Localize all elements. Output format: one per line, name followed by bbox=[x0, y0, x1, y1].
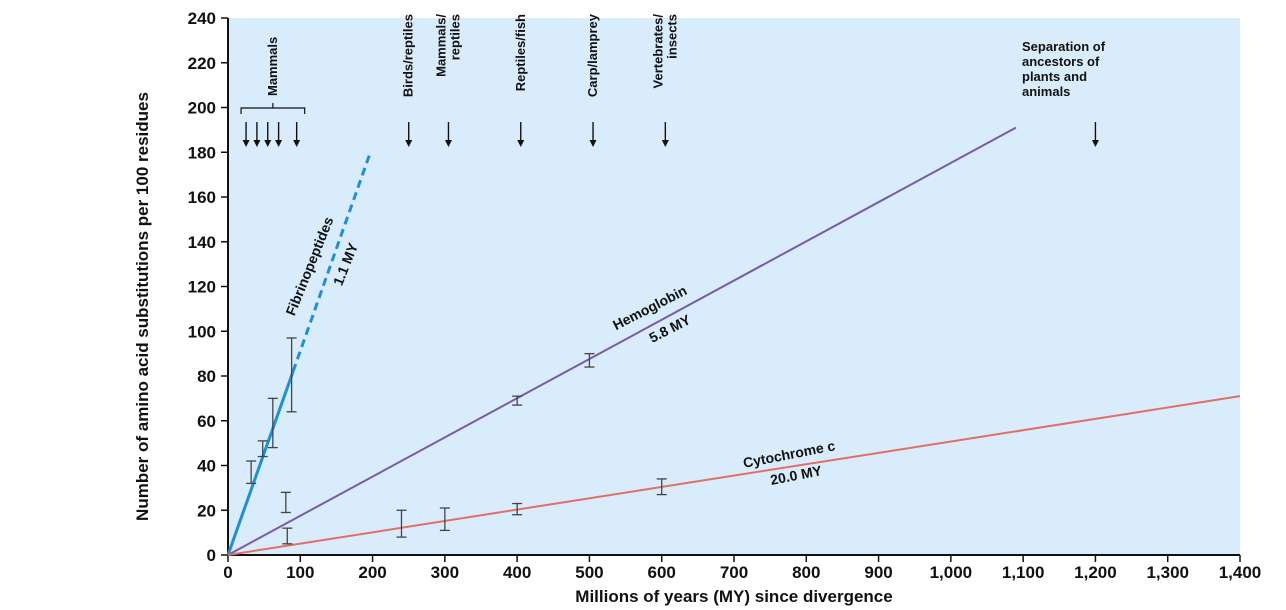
error-bar bbox=[257, 440, 268, 458]
event-label: Vertebrates/insects bbox=[650, 14, 679, 89]
plot-background bbox=[228, 18, 1240, 555]
event-arrow bbox=[661, 122, 669, 147]
mammals-arrow bbox=[275, 122, 283, 147]
x-tick-label: 1,400 bbox=[1219, 563, 1262, 582]
x-tick-label: 800 bbox=[792, 563, 820, 582]
mammals-arrow bbox=[253, 122, 261, 147]
x-tick-label: 200 bbox=[358, 563, 386, 582]
x-tick-label: 100 bbox=[286, 563, 314, 582]
y-tick-label: 180 bbox=[188, 143, 216, 162]
error-bar bbox=[512, 395, 523, 406]
x-axis-title: Millions of years (MY) since divergence bbox=[575, 587, 892, 606]
x-tick-label: 900 bbox=[864, 563, 892, 582]
y-tick-label: 220 bbox=[188, 54, 216, 73]
event-arrow bbox=[589, 122, 597, 147]
error-bar bbox=[246, 460, 257, 485]
y-tick-label: 100 bbox=[188, 322, 216, 341]
series-layer bbox=[226, 126, 1241, 556]
y-tick-label: 80 bbox=[197, 367, 216, 386]
error-bar bbox=[512, 502, 523, 516]
x-tick-label: 300 bbox=[431, 563, 459, 582]
x-tick-label: 600 bbox=[648, 563, 676, 582]
y-tick-label: 20 bbox=[197, 501, 216, 520]
x-tick-label: 1,300 bbox=[1146, 563, 1189, 582]
axes: 0 100 200 300 400 500 600 700 800 900 1,000 1,100 1,… bbox=[133, 9, 1261, 606]
plants-animals-arrow bbox=[1091, 122, 1099, 147]
series-line bbox=[227, 126, 1017, 556]
x-tick-label: 700 bbox=[720, 563, 748, 582]
y-tick-label: 200 bbox=[188, 99, 216, 118]
error-bar bbox=[267, 397, 278, 449]
y-tick-label: 160 bbox=[188, 188, 216, 207]
event-label: Carp/lamprey bbox=[585, 13, 600, 97]
series-hemoglobin bbox=[227, 126, 1017, 556]
x-tick-label: 1,200 bbox=[1074, 563, 1117, 582]
y-tick-label: 120 bbox=[188, 278, 216, 297]
event-arrow bbox=[517, 122, 525, 147]
event-label: Birds/reptiles bbox=[401, 14, 416, 97]
error-bar bbox=[280, 491, 291, 514]
series-cytochrome-c bbox=[227, 395, 1241, 556]
y-tick-label: 140 bbox=[188, 233, 216, 252]
event-label: Mammals/reptiles bbox=[433, 14, 462, 77]
y-tick-label: 60 bbox=[197, 412, 216, 431]
series-line bbox=[226, 371, 295, 556]
event-label: Reptiles/fish bbox=[513, 14, 528, 91]
mammals-arrow bbox=[264, 122, 272, 147]
divergence-events: Mammals Birds/reptiles Mammals/reptiles Rep… bbox=[240, 13, 1106, 147]
plants-animals-label: Separation of ancestors of plants and anima… bbox=[1022, 39, 1106, 99]
event-arrow bbox=[444, 122, 452, 147]
y-tick-label: 240 bbox=[188, 9, 216, 28]
x-tick-label: 400 bbox=[503, 563, 531, 582]
y-tick-label: 0 bbox=[207, 546, 216, 565]
error-bar bbox=[396, 509, 407, 538]
mammals-arrow bbox=[242, 122, 250, 147]
error-bar bbox=[282, 527, 293, 545]
error-bar bbox=[286, 337, 297, 413]
y-axis-title: Number of amino acid substitutions per 1… bbox=[133, 92, 152, 521]
error-bar bbox=[584, 352, 595, 368]
series-line bbox=[227, 395, 1241, 556]
event-arrow bbox=[405, 122, 413, 147]
y-tick-label: 40 bbox=[197, 457, 216, 476]
x-tick-label: 0 bbox=[223, 563, 232, 582]
error-bar bbox=[656, 478, 667, 496]
x-tick-label: 1,000 bbox=[930, 563, 973, 582]
series-fibrinopeptides bbox=[226, 151, 372, 556]
error-bar bbox=[439, 507, 450, 532]
x-tick-label: 500 bbox=[575, 563, 603, 582]
x-tick-label: 1,100 bbox=[1002, 563, 1045, 582]
mammals-label: Mammals bbox=[265, 37, 280, 96]
mammals-arrow bbox=[293, 122, 301, 147]
